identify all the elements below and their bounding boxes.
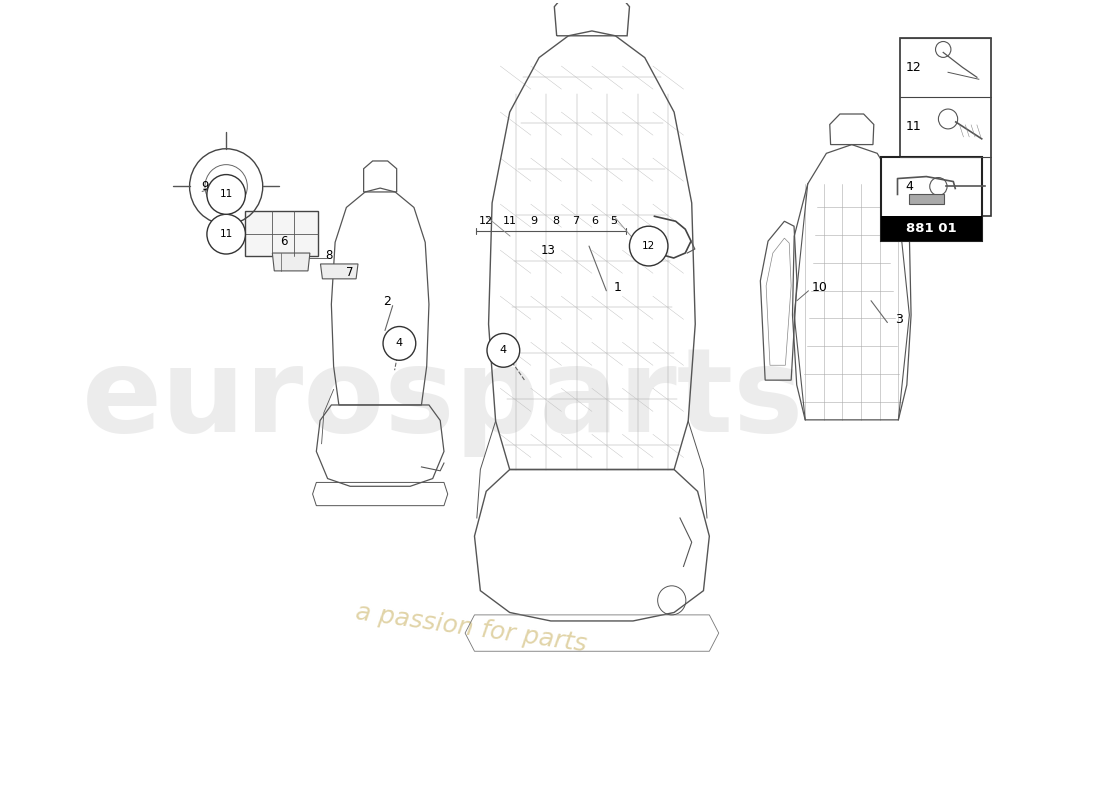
Polygon shape: [245, 211, 318, 256]
Circle shape: [629, 226, 668, 266]
Text: 12: 12: [478, 216, 493, 226]
Circle shape: [383, 326, 416, 360]
Text: 13: 13: [541, 244, 556, 257]
Polygon shape: [273, 253, 310, 271]
Text: 9: 9: [530, 216, 538, 226]
Text: 7: 7: [345, 266, 353, 279]
Text: 4: 4: [499, 346, 507, 355]
Text: 881 01: 881 01: [906, 222, 957, 235]
Text: 1: 1: [614, 282, 622, 294]
Text: 8: 8: [552, 216, 559, 226]
Text: 11: 11: [905, 121, 922, 134]
Circle shape: [487, 334, 519, 367]
Text: 11: 11: [503, 216, 517, 226]
Text: 9: 9: [201, 180, 209, 193]
Text: eurosparts: eurosparts: [81, 342, 804, 458]
FancyBboxPatch shape: [900, 38, 991, 216]
Circle shape: [207, 214, 245, 254]
Text: 6: 6: [592, 216, 598, 226]
Text: 3: 3: [895, 313, 903, 326]
Text: 6: 6: [280, 234, 288, 248]
Circle shape: [217, 177, 235, 197]
Text: 2: 2: [383, 295, 390, 308]
FancyBboxPatch shape: [881, 157, 981, 241]
Text: 5: 5: [610, 216, 617, 226]
Polygon shape: [909, 194, 944, 204]
Text: 11: 11: [220, 229, 233, 239]
Text: 4: 4: [905, 180, 914, 193]
Text: 12: 12: [642, 241, 656, 251]
Text: a passion for parts: a passion for parts: [354, 600, 588, 657]
Text: 12: 12: [905, 61, 922, 74]
Text: 4: 4: [396, 338, 403, 348]
Circle shape: [207, 174, 245, 214]
Text: 8: 8: [326, 249, 332, 262]
Text: 10: 10: [812, 282, 827, 294]
FancyBboxPatch shape: [881, 216, 981, 241]
Text: 11: 11: [220, 190, 233, 199]
Polygon shape: [320, 264, 358, 279]
Text: 7: 7: [572, 216, 579, 226]
